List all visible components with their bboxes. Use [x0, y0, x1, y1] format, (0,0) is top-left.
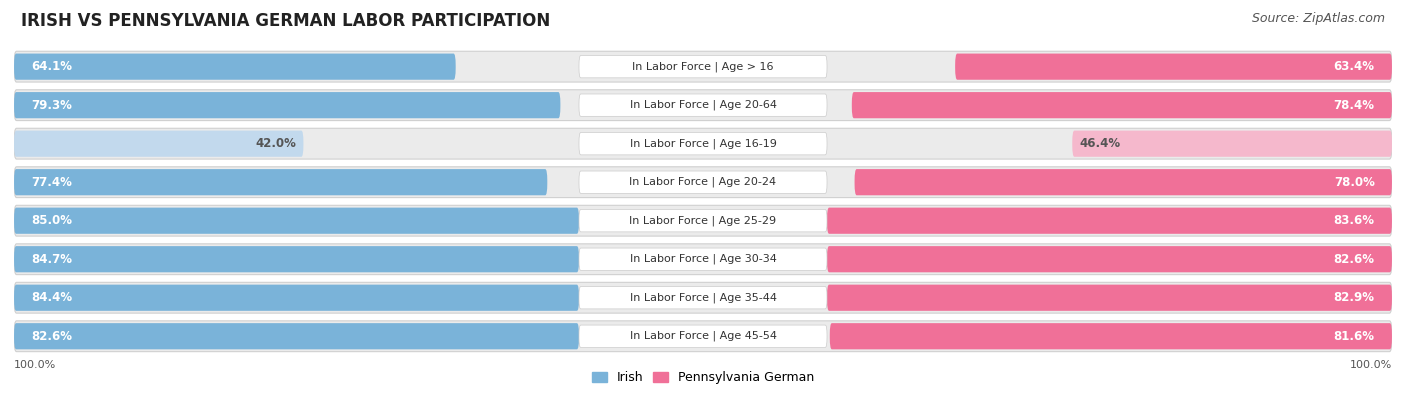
Legend: Irish, Pennsylvania German: Irish, Pennsylvania German — [586, 366, 820, 389]
Text: In Labor Force | Age 25-29: In Labor Force | Age 25-29 — [630, 215, 776, 226]
Text: 85.0%: 85.0% — [31, 214, 72, 227]
FancyBboxPatch shape — [827, 285, 1392, 311]
FancyBboxPatch shape — [579, 286, 827, 309]
FancyBboxPatch shape — [14, 90, 1392, 120]
Text: In Labor Force | Age 20-64: In Labor Force | Age 20-64 — [630, 100, 776, 111]
Text: IRISH VS PENNSYLVANIA GERMAN LABOR PARTICIPATION: IRISH VS PENNSYLVANIA GERMAN LABOR PARTI… — [21, 12, 550, 30]
Text: 84.4%: 84.4% — [31, 291, 72, 304]
FancyBboxPatch shape — [14, 244, 1392, 275]
Text: 82.6%: 82.6% — [31, 330, 72, 343]
FancyBboxPatch shape — [14, 246, 579, 272]
Text: 78.0%: 78.0% — [1334, 176, 1375, 189]
Text: 64.1%: 64.1% — [31, 60, 72, 73]
Text: 100.0%: 100.0% — [14, 360, 56, 370]
FancyBboxPatch shape — [14, 167, 1392, 198]
FancyBboxPatch shape — [579, 132, 827, 155]
FancyBboxPatch shape — [579, 171, 827, 194]
FancyBboxPatch shape — [579, 248, 827, 271]
FancyBboxPatch shape — [14, 131, 304, 157]
FancyBboxPatch shape — [579, 55, 827, 78]
Text: In Labor Force | Age 45-54: In Labor Force | Age 45-54 — [630, 331, 776, 342]
Text: In Labor Force | Age 35-44: In Labor Force | Age 35-44 — [630, 292, 776, 303]
Text: 81.6%: 81.6% — [1334, 330, 1375, 343]
FancyBboxPatch shape — [827, 246, 1392, 272]
FancyBboxPatch shape — [852, 92, 1392, 118]
FancyBboxPatch shape — [14, 128, 1392, 159]
Text: In Labor Force | Age 20-24: In Labor Force | Age 20-24 — [630, 177, 776, 188]
FancyBboxPatch shape — [1073, 131, 1392, 157]
FancyBboxPatch shape — [827, 208, 1392, 234]
FancyBboxPatch shape — [14, 321, 1392, 352]
FancyBboxPatch shape — [830, 323, 1392, 349]
Text: 63.4%: 63.4% — [1334, 60, 1375, 73]
Text: 84.7%: 84.7% — [31, 253, 72, 266]
Text: In Labor Force | Age 30-34: In Labor Force | Age 30-34 — [630, 254, 776, 265]
Text: In Labor Force | Age > 16: In Labor Force | Age > 16 — [633, 61, 773, 72]
FancyBboxPatch shape — [14, 285, 579, 311]
Text: 42.0%: 42.0% — [256, 137, 297, 150]
FancyBboxPatch shape — [14, 323, 579, 349]
FancyBboxPatch shape — [579, 325, 827, 348]
Text: 82.9%: 82.9% — [1334, 291, 1375, 304]
FancyBboxPatch shape — [855, 169, 1392, 195]
Text: 77.4%: 77.4% — [31, 176, 72, 189]
FancyBboxPatch shape — [14, 205, 1392, 236]
FancyBboxPatch shape — [579, 209, 827, 232]
FancyBboxPatch shape — [14, 169, 547, 195]
Text: 100.0%: 100.0% — [1350, 360, 1392, 370]
FancyBboxPatch shape — [14, 92, 561, 118]
FancyBboxPatch shape — [14, 282, 1392, 313]
Text: 79.3%: 79.3% — [31, 99, 72, 112]
Text: Source: ZipAtlas.com: Source: ZipAtlas.com — [1251, 12, 1385, 25]
Text: 46.4%: 46.4% — [1080, 137, 1121, 150]
FancyBboxPatch shape — [579, 94, 827, 117]
FancyBboxPatch shape — [14, 54, 456, 80]
Text: In Labor Force | Age 16-19: In Labor Force | Age 16-19 — [630, 138, 776, 149]
Text: 83.6%: 83.6% — [1334, 214, 1375, 227]
Text: 78.4%: 78.4% — [1334, 99, 1375, 112]
FancyBboxPatch shape — [14, 51, 1392, 82]
Text: 82.6%: 82.6% — [1334, 253, 1375, 266]
FancyBboxPatch shape — [14, 208, 579, 234]
FancyBboxPatch shape — [955, 54, 1392, 80]
